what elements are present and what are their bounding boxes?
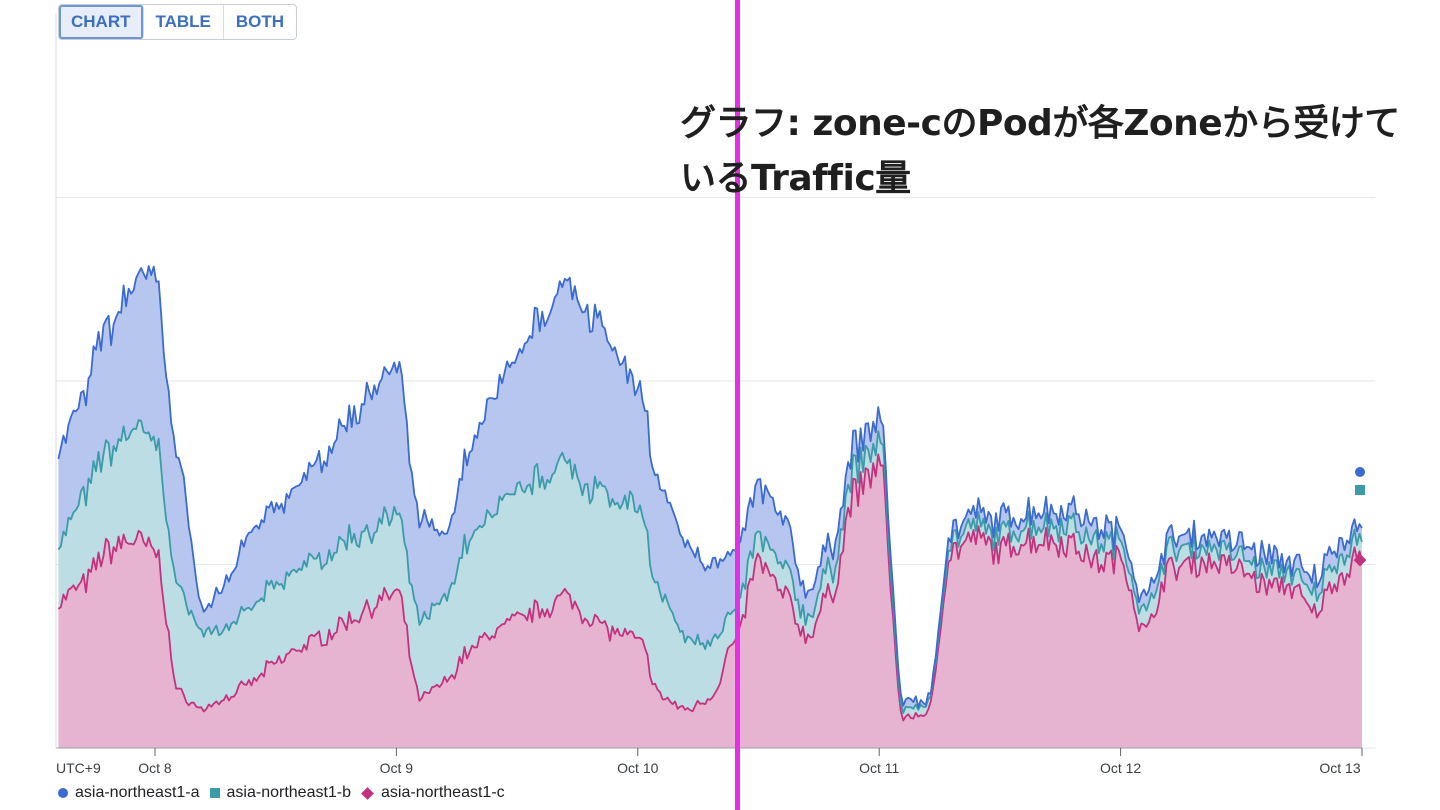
x-tick-label: Oct 11 xyxy=(859,760,900,776)
legend-circle-icon xyxy=(58,788,68,798)
x-tick-label: Oct 13 xyxy=(1319,760,1361,776)
hover-cursor-line xyxy=(735,0,740,810)
end-marker-zone-b xyxy=(1355,485,1365,495)
chart-view-button[interactable]: CHART xyxy=(59,5,144,39)
area-zone-b xyxy=(58,420,1362,721)
legend: asia-northeast1-a asia-northeast1-b asia… xyxy=(58,784,515,802)
both-view-button[interactable]: BOTH xyxy=(235,12,285,31)
annotation-line-1: グラフ: zone-cのPodが各Zoneから受けて xyxy=(680,103,1400,144)
legend-square-icon xyxy=(209,788,220,798)
legend-item-zone-c[interactable]: asia-northeast1-c xyxy=(361,784,505,802)
x-tick-label: Oct 12 xyxy=(1099,760,1142,776)
table-view-button[interactable]: TABLE xyxy=(144,5,224,39)
legend-label-zone-b: asia-northeast1-b xyxy=(226,784,352,801)
legend-diamond-icon xyxy=(361,786,374,800)
x-tick-label: Oct 8 xyxy=(138,760,172,776)
annotation-caption: グラフ: zone-cのPodが各Zoneから受けて いるTraffic量 xyxy=(680,96,1420,206)
legend-label-zone-c: asia-northeast1-c xyxy=(381,784,505,801)
legend-item-zone-b[interactable]: asia-northeast1-b xyxy=(209,784,352,802)
line-zone-c xyxy=(57,453,1363,722)
legend-label-zone-a: asia-northeast1-a xyxy=(75,784,200,801)
view-toggle: CHART TABLE BOTH xyxy=(58,4,298,40)
x-tick-label: Oct 9 xyxy=(379,760,414,776)
annotation-line-2: いるTraffic量 xyxy=(680,158,911,200)
line-zone-b xyxy=(57,419,1363,714)
x-axis xyxy=(55,14,1363,756)
area-zone-c xyxy=(58,454,1362,748)
area-zone-a xyxy=(58,266,1362,713)
end-marker-zone-a xyxy=(1355,467,1365,477)
stacked-areas xyxy=(57,265,1363,748)
legend-item-zone-a[interactable]: asia-northeast1-a xyxy=(58,784,200,802)
line-zone-a xyxy=(57,265,1363,708)
x-tick-label: Oct 10 xyxy=(617,760,659,776)
timezone-label: UTC+9 xyxy=(56,760,101,776)
